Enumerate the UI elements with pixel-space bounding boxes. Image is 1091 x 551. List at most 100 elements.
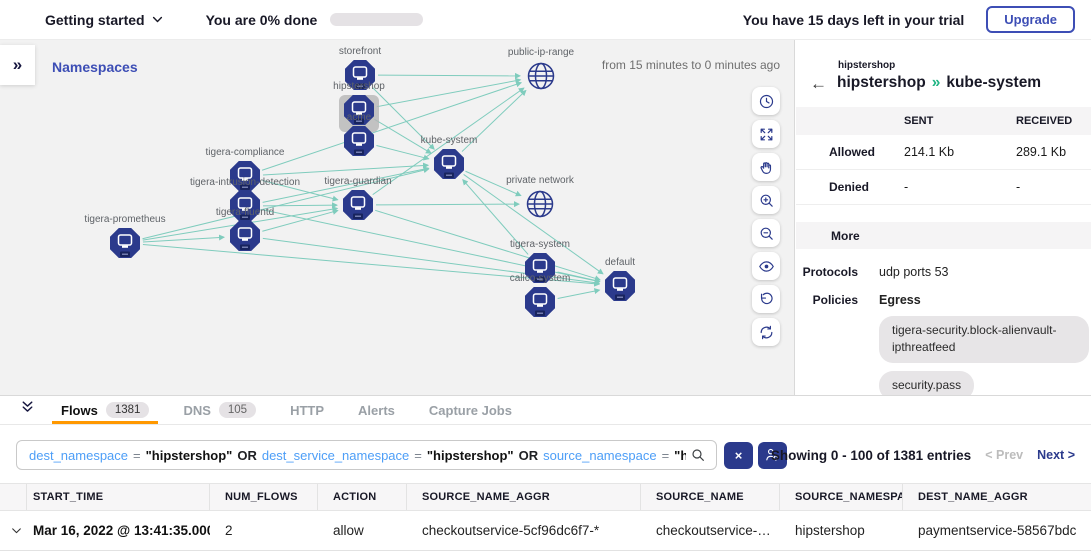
flow-cell-num_flows: 2 [225,523,233,538]
more-section-header[interactable]: More [796,222,1091,249]
graph-edge-tigera-intrusion-detection-to-kube-system[interactable] [262,166,430,203]
policy-pill-list: tigera-security.block-alienvault-ipthrea… [879,316,1091,395]
stats-cell: - [1016,180,1021,194]
stats-cell: Denied [829,180,870,194]
graph-edge-tigera-prometheus-to-tigera-fluentd[interactable] [142,234,226,243]
graph-tool-expand-button[interactable] [752,120,780,148]
column-header-action[interactable]: ACTION [318,484,407,510]
graph-node-hipstershop[interactable]: hipstershop [333,81,385,132]
column-header-dest_name_aggr[interactable]: DEST_NAME_AGGR [918,491,1028,503]
graph-edge-hipstershop-to-public-ip-range[interactable] [376,77,522,108]
policies-label: Policies [812,293,858,307]
tab-http[interactable]: HTTP [273,396,341,424]
graph-node-acme[interactable]: acme [344,112,374,156]
graph-tool-pan-button[interactable] [752,153,780,181]
row-expand-chevron[interactable] [0,511,27,550]
column-header-num_flows[interactable]: NUM_FLOWS [210,484,318,510]
graph-node-label: calico-system [510,273,571,284]
column-header-start_time[interactable]: START_TIME [27,484,210,510]
graph-edge-tigera-guardian-to-private-network[interactable] [375,201,521,208]
graph-node-label: tigera-compliance [206,147,285,158]
graph-tool-undo-button[interactable] [752,285,780,313]
policy-pill[interactable]: tigera-security.block-alienvault-ipthrea… [879,316,1089,363]
user-gear-icon [764,446,781,466]
globe-icon [526,190,554,218]
graph-edge-tigera-intrusion-detection-to-tigera-guardian[interactable] [262,202,339,209]
flows-bottom-panel: Flows 1381 DNS 105 HTTP Alerts Capture Jobs de… [0,395,1091,551]
chevron-right-icon: > [1067,448,1075,462]
graph-node-calico-system[interactable]: calico-system [510,273,571,317]
getting-started-dropdown[interactable]: Getting started [45,12,164,28]
graph-edge-storefront-to-kube-system[interactable] [372,87,435,150]
expand-sidebar-button[interactable]: » [0,45,35,85]
getting-started-label: Getting started [45,11,145,28]
graph-tool-zoom-out-button[interactable] [752,219,780,247]
refresh-icon [758,324,775,341]
graph-node-tigera-compliance[interactable]: tigera-compliance [206,147,285,191]
graph-edge-hipstershop-to-kube-system[interactable] [374,118,432,154]
graph-node-default[interactable]: default [605,257,635,301]
namespace-icon [343,190,373,220]
progress-bar [330,13,424,26]
graph-tool-eye-button[interactable] [752,252,780,280]
graph-edge-tigera-guardian-to-default[interactable] [375,209,601,282]
tab-capture-jobs[interactable]: Capture Jobs [412,396,529,424]
graph-edge-tigera-system-to-default[interactable] [557,271,601,284]
tab-label: Flows [61,402,98,418]
graph-node-tigera-intrusion-detection[interactable]: tigera-intrusion-detection [190,177,300,221]
flow-cell-source_namespace: hipstershop [795,523,865,538]
graph-edge-tigera-system-to-kube-system[interactable] [462,179,529,255]
graph-edge-tigera-compliance-to-public-ip-range[interactable] [261,81,523,171]
flow-cell-source_name_aggr: checkoutservice-5cf96dc6f7-* [422,523,600,538]
graph-tool-refresh-button[interactable] [752,318,780,346]
graph-edge-kube-system-to-default[interactable] [463,174,604,275]
graph-node-tigera-system[interactable]: tigera-system [510,239,570,283]
graph-tool-clock-button[interactable] [752,87,780,115]
graph-node-storefront[interactable]: storefront [339,46,381,90]
graph-edge-tigera-compliance-to-kube-system[interactable] [262,162,430,176]
policy-pill[interactable]: security.pass [879,370,975,395]
tab-alerts[interactable]: Alerts [341,396,412,424]
graph-edge-tigera-prometheus-to-default[interactable] [142,244,601,287]
graph-edge-calico-system-to-default[interactable] [557,288,601,299]
graph-edge-tigera-prometheus-to-kube-system[interactable] [142,167,430,240]
graph-node-private-network[interactable]: private network [506,175,575,218]
graph-node-tigera-guardian[interactable]: tigera-guardian [324,176,392,220]
tab-label: DNS [183,402,211,418]
upgrade-button[interactable]: Upgrade [986,6,1075,33]
namespace-icon [230,161,260,191]
namespace-icon [344,126,374,156]
user-query-settings-button[interactable] [758,442,787,469]
trial-days-left-text: You have 15 days left in your trial [742,11,965,28]
collapse-bottom-panel-button[interactable] [14,396,40,424]
flow-table-row[interactable]: Mar 16, 2022 @ 13:41:35.000 2 allow checkou… [0,511,1091,550]
graph-node-public-ip-range[interactable]: public-ip-range [508,47,575,90]
zoom-out-icon [758,225,775,242]
graph-edge-tigera-guardian-to-public-ip-range[interactable] [372,87,525,196]
graph-edge-acme-to-kube-system[interactable] [376,144,430,161]
prev-page-button[interactable]: < Prev [985,448,1024,462]
next-page-button[interactable]: Next > [1037,448,1075,462]
query-token-value: "hipstershop [674,447,686,463]
graph-tool-zoom-in-button[interactable] [752,186,780,214]
graph-edge-tigera-fluentd-to-tigera-guardian[interactable] [262,208,339,232]
flows-query-input[interactable]: dest_namespace = "hipstershop" OR dest_servi… [16,440,717,470]
column-header-source_name[interactable]: SOURCE_NAME [641,484,780,510]
flow-pair-title: hipstershop» kube-system [837,74,1042,91]
sent-column-header: SENT [904,115,934,127]
graph-node-tigera-fluentd[interactable]: tigera-fluentd [216,207,274,251]
graph-node-kube-system[interactable]: kube-system [421,135,478,179]
tab-flows[interactable]: Flows 1381 [44,396,166,424]
column-header-source_namespace[interactable]: SOURCE_NAMESPACE [780,484,903,510]
graph-edge-tigera-compliance-to-tigera-guardian[interactable] [262,179,339,202]
graph-edge-kube-system-to-public-ip-range[interactable] [461,89,527,152]
graph-node-tigera-prometheus[interactable]: tigera-prometheus [84,214,166,258]
chevron-left-icon: < [985,448,993,462]
flow-cell-dest_name_aggr: paymentservice-58567bdc [918,523,1077,538]
back-arrow-icon[interactable]: ← [810,73,827,93]
tab-dns[interactable]: DNS 105 [166,396,273,424]
graph-edge-storefront-to-public-ip-range[interactable] [377,72,522,79]
graph-edge-kube-system-to-private-network[interactable] [465,170,522,197]
clear-query-button[interactable]: × [724,442,753,469]
column-header-source_name_aggr[interactable]: SOURCE_NAME_AGGR [407,484,641,510]
